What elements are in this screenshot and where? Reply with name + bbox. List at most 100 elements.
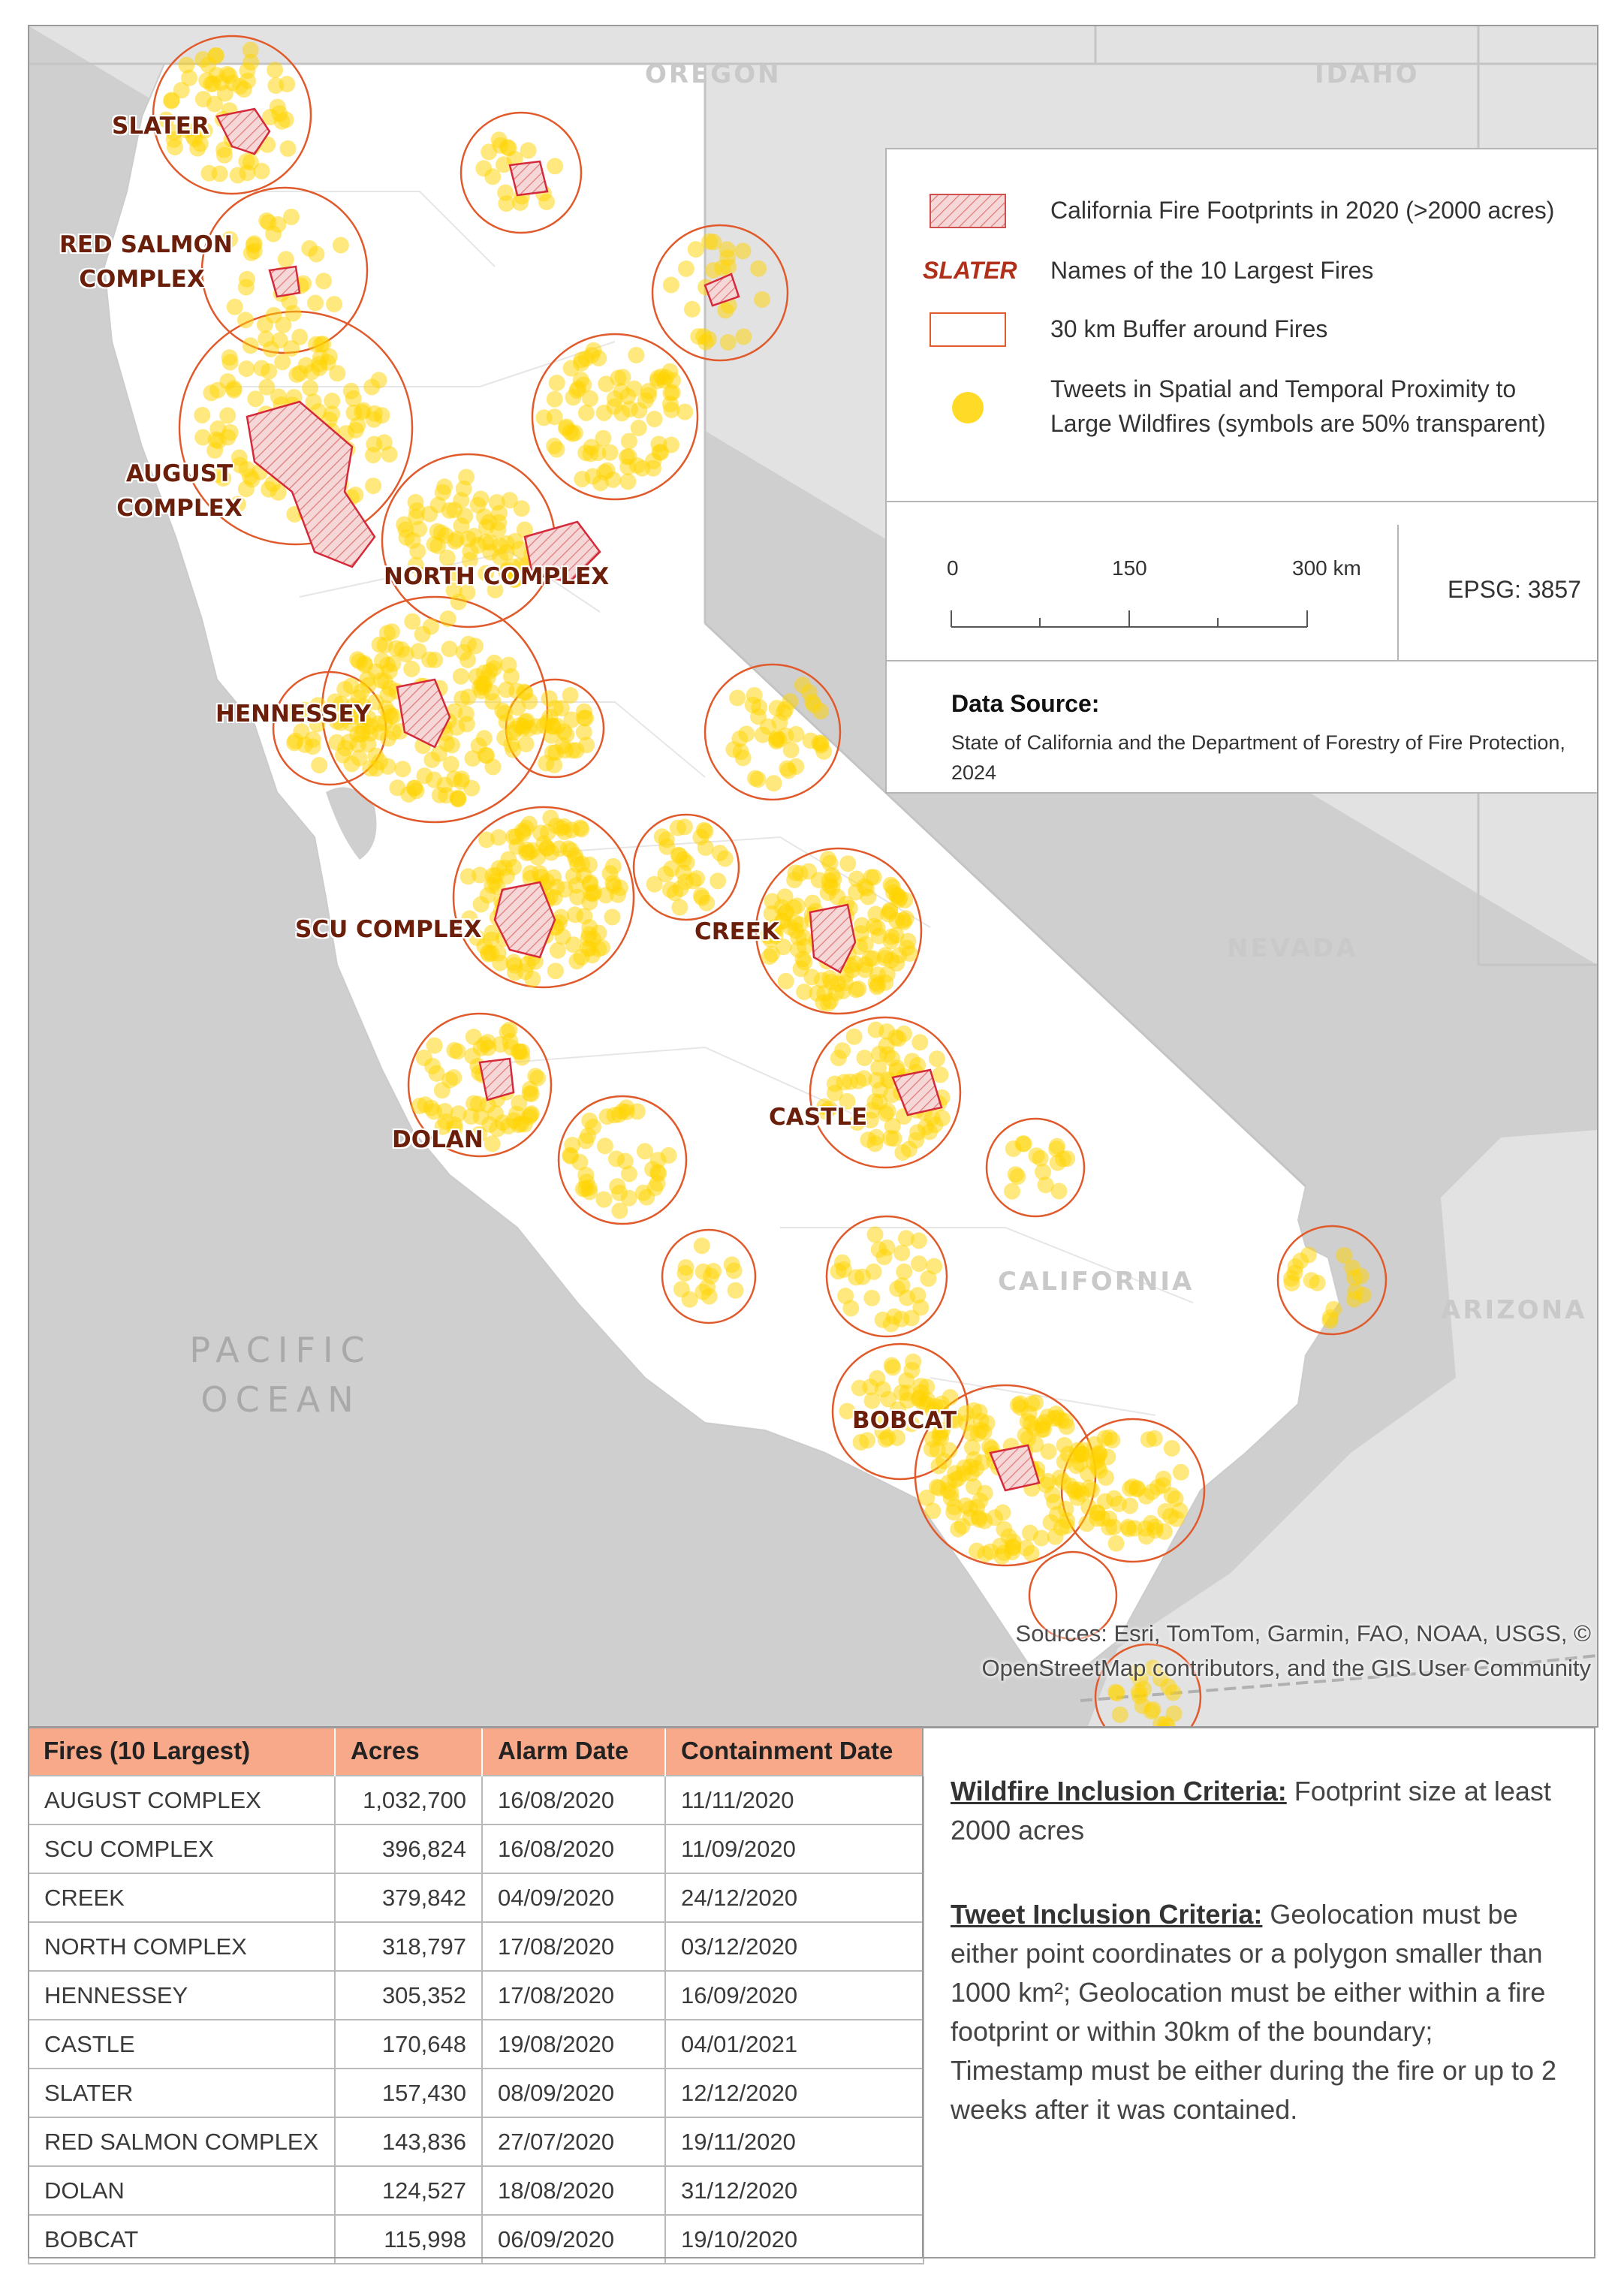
- fire-buffer-circle: [459, 111, 583, 234]
- tweet-point: [996, 1544, 1012, 1561]
- tweet-point: [1143, 1514, 1159, 1532]
- tweet-point: [690, 328, 707, 345]
- tweet-point: [562, 1148, 579, 1165]
- tweet-point: [583, 347, 601, 364]
- tweet-point: [221, 349, 238, 366]
- tweet-point: [628, 347, 645, 363]
- tweet-point: [636, 1143, 653, 1160]
- tweet-point: [458, 469, 475, 486]
- tweet-point: [1028, 1147, 1045, 1165]
- tweet-point: [521, 693, 538, 710]
- fire-buffer-circle: [152, 35, 312, 195]
- fire-buffer-circle: [531, 333, 699, 501]
- fire-label-hennessey: HENNESSEY: [215, 701, 372, 728]
- tweet-point: [883, 1086, 900, 1104]
- tweet-point: [486, 873, 503, 890]
- tweet-point: [804, 894, 821, 911]
- tweet-point: [677, 260, 694, 277]
- tweet-point: [332, 237, 349, 254]
- tweet-point: [879, 1429, 896, 1446]
- tweet-point: [616, 1153, 634, 1170]
- tweet-point: [579, 940, 596, 957]
- tweet-point: [809, 985, 826, 1002]
- tweet-point: [1096, 1493, 1113, 1510]
- tweet-point: [611, 1202, 628, 1219]
- tweet-point: [436, 1103, 453, 1119]
- tweet-point: [866, 1135, 884, 1153]
- tweet-point: [601, 444, 619, 461]
- cell-alarm-date: 08/09/2020: [481, 2068, 666, 2118]
- tweet-point: [324, 405, 341, 423]
- tweet-point: [863, 1392, 881, 1409]
- tweet-point: [1292, 1252, 1309, 1270]
- tweet-point: [687, 241, 704, 258]
- tweet-point: [786, 872, 803, 888]
- tweet-point: [181, 69, 197, 86]
- tweet-point: [1046, 1493, 1063, 1511]
- tweet-point: [513, 500, 530, 517]
- tweet-point: [198, 72, 215, 89]
- tweet-swatch: [952, 392, 984, 423]
- tweet-point: [498, 544, 515, 561]
- tweet-point: [1080, 1499, 1098, 1516]
- tweet-point: [484, 1135, 501, 1153]
- table-row: SCU COMPLEX 396,824 16/08/2020 11/09/2020: [28, 1824, 924, 1874]
- tweet-point: [503, 1039, 520, 1056]
- tweet-point: [506, 571, 523, 588]
- tweet-point: [348, 701, 365, 719]
- tweet-point: [839, 855, 857, 872]
- tweet-point: [243, 53, 260, 71]
- tweet-point: [899, 1289, 916, 1306]
- tweet-point: [424, 1057, 441, 1074]
- tweet-point: [902, 1309, 920, 1327]
- fire-label-slater: SLATER: [112, 113, 209, 140]
- tweet-point: [478, 565, 495, 582]
- fire-label-august: AUGUST COMPLEX: [112, 457, 247, 526]
- fire-label-dolan: DOLAN: [392, 1126, 484, 1153]
- tweet-point: [802, 732, 819, 749]
- tweet-point: [307, 294, 324, 312]
- cell-containment-date: 11/11/2020: [664, 1775, 924, 1825]
- tweet-point: [598, 462, 616, 479]
- tweet-point: [848, 1269, 865, 1286]
- tweet-point: [556, 818, 573, 835]
- tweet-point: [345, 390, 362, 407]
- tweet-point: [945, 1504, 963, 1521]
- tweet-point: [416, 767, 433, 785]
- tweet-point: [279, 140, 297, 157]
- red-salmon-line1: RED SALMON: [59, 231, 233, 258]
- tweet-point: [242, 41, 259, 59]
- tweet-point: [1126, 1520, 1143, 1537]
- table-row: BOBCAT 115,998 06/09/2020 19/10/2020: [28, 2214, 924, 2264]
- tweet-point: [932, 1066, 949, 1083]
- cell-alarm-date: 17/08/2020: [481, 1921, 666, 1972]
- tweet-point: [836, 975, 854, 991]
- tweet-point: [548, 375, 565, 391]
- tweet-point: [265, 306, 282, 324]
- tweet-point: [676, 818, 693, 836]
- cell-containment-date: 16/09/2020: [664, 1970, 924, 2020]
- tweet-point: [621, 400, 638, 417]
- tweet-point: [430, 745, 447, 762]
- tweet-point: [261, 363, 278, 380]
- tweet-point: [866, 1226, 884, 1243]
- tweet-point: [237, 279, 255, 296]
- tweet-point: [601, 865, 619, 882]
- tweet-point: [384, 655, 402, 672]
- tweet-point: [173, 82, 190, 99]
- tweet-point: [535, 409, 553, 426]
- tweet-point: [511, 541, 529, 558]
- tweet-point: [200, 164, 218, 182]
- tweet-point: [1051, 1469, 1068, 1487]
- tweet-point: [692, 887, 710, 904]
- cell-acres: 396,824: [334, 1824, 483, 1874]
- tweet-point: [1036, 1414, 1053, 1431]
- tweet-point: [619, 459, 637, 475]
- tweet-point: [661, 881, 679, 898]
- cell-acres: 170,648: [334, 2019, 483, 2069]
- tweet-point: [309, 716, 326, 733]
- tweet-point: [1019, 1413, 1036, 1430]
- tweet-point: [267, 62, 284, 79]
- tweet-point: [940, 1474, 957, 1491]
- fire-footprint: [704, 273, 740, 307]
